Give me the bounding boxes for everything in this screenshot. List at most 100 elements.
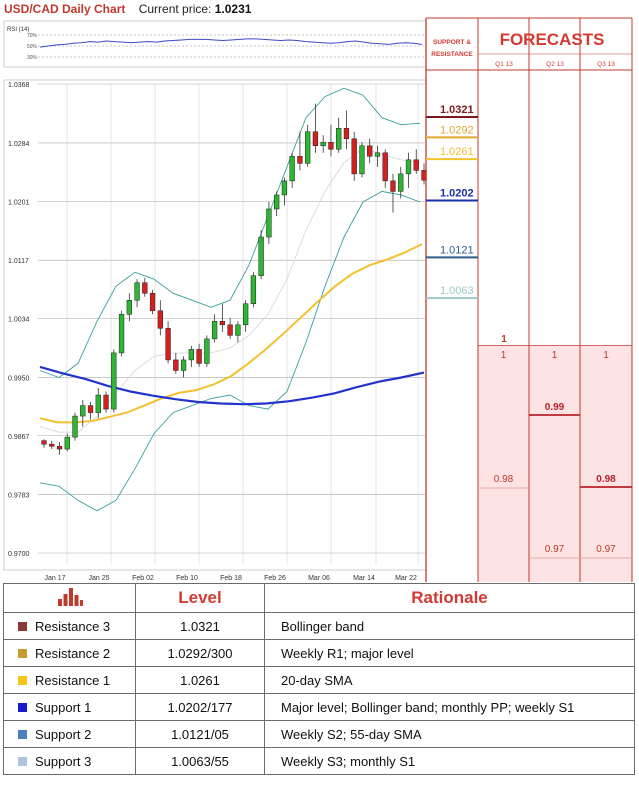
x-tick-label: Mar 22 bbox=[395, 575, 417, 582]
level-name-cell: Resistance 3 bbox=[3, 612, 136, 640]
current-price-label: Current price: bbox=[138, 2, 212, 16]
candle-body bbox=[250, 275, 257, 305]
level-color-swatch bbox=[18, 729, 27, 739]
y-tick-label: 1.0201 bbox=[8, 199, 30, 206]
candle-body bbox=[56, 446, 63, 450]
level-rationale: 20-day SMA bbox=[264, 666, 635, 694]
bollinger-upper-line bbox=[39, 87, 421, 379]
sr-level-label: 1.0321 bbox=[440, 104, 474, 116]
candle-body bbox=[149, 292, 156, 312]
rsi-line bbox=[39, 38, 423, 48]
candle-body bbox=[281, 180, 288, 196]
rsi-panel: RSI (14)70% 50% 30% bbox=[3, 20, 427, 68]
candle-body bbox=[367, 145, 373, 157]
levels-table-row: Support 2 1.0121/05 Weekly S2; 55-day SMA bbox=[3, 720, 635, 748]
candle-body bbox=[320, 142, 326, 147]
candle-body bbox=[312, 131, 319, 147]
candle-body bbox=[126, 299, 132, 315]
levels-table-row: Resistance 1 1.0261 20-day SMA bbox=[3, 666, 635, 694]
current-price-value: 1.0231 bbox=[214, 2, 252, 16]
sma200-line bbox=[39, 365, 425, 406]
rationale-header: Rationale bbox=[264, 583, 635, 613]
forecast-high: 1 bbox=[603, 350, 609, 361]
candle-body bbox=[134, 282, 140, 301]
candle-body bbox=[103, 394, 109, 410]
x-tick-label: Mar 06 bbox=[308, 575, 330, 582]
sr-header-line2: RESISTANCE bbox=[431, 51, 473, 58]
level-name: Support 3 bbox=[35, 753, 92, 769]
candle-body bbox=[72, 415, 78, 438]
level-color-swatch bbox=[18, 621, 27, 631]
x-tick-label: Feb 02 bbox=[132, 575, 154, 582]
candle-body bbox=[351, 138, 357, 175]
candle-body bbox=[382, 152, 388, 182]
period-header: Q3 13 bbox=[597, 61, 615, 68]
candle-body bbox=[142, 282, 148, 294]
level-name: Resistance 1 bbox=[35, 672, 111, 688]
current-price-marker-label: 1 bbox=[501, 334, 507, 345]
rsi-level-label: 50% bbox=[27, 44, 38, 50]
candle-body bbox=[343, 127, 350, 140]
sr-level-label: 1.0121 bbox=[440, 244, 474, 256]
forecast-low: 0.97 bbox=[596, 544, 616, 555]
candle-body bbox=[405, 159, 412, 175]
level-name: Support 2 bbox=[35, 726, 92, 742]
forecast-mid-value: 0.98 bbox=[596, 474, 616, 485]
candle-body bbox=[289, 156, 295, 182]
candle-body bbox=[80, 405, 86, 417]
candle-body bbox=[157, 310, 163, 329]
forecast-mid-value: 0.99 bbox=[545, 402, 565, 413]
candle-body bbox=[64, 436, 70, 450]
level-color-swatch bbox=[18, 702, 27, 712]
candlestick-panel: 1.0368 1.0284 1.0201 1.0117 1.0034 0.9950 0.98… bbox=[3, 79, 427, 582]
candle-body bbox=[413, 159, 419, 171]
levels-table-row: Support 3 1.0063/55 Weekly S3; monthly S1 bbox=[3, 747, 635, 775]
candle-body bbox=[211, 321, 218, 340]
candle-body bbox=[196, 349, 202, 364]
sr-level-label: 1.0261 bbox=[440, 146, 474, 158]
rsi-level-label: 70% bbox=[27, 33, 38, 39]
sr-level-label: 1.0063 bbox=[440, 285, 474, 297]
candle-body bbox=[390, 180, 396, 192]
levels-table-row: Resistance 2 1.0292/300 Weekly R1; major l… bbox=[3, 639, 635, 667]
forecast-box bbox=[529, 346, 580, 582]
candle-body bbox=[328, 142, 334, 150]
chart-title: USD/CAD Daily Chart bbox=[4, 2, 126, 16]
candle-body bbox=[336, 127, 342, 150]
levels-table-row: Support 1 1.0202/177 Major level; Bollinge… bbox=[3, 693, 635, 721]
candle-body bbox=[297, 156, 303, 164]
bar-chart-icon bbox=[3, 583, 136, 613]
level-value: 1.0202/177 bbox=[135, 693, 265, 721]
candle-body bbox=[87, 405, 94, 413]
y-tick-label: 1.0034 bbox=[8, 317, 30, 324]
forecast-low: 0.97 bbox=[545, 544, 565, 555]
forecasts-title: FORECASTS bbox=[500, 30, 605, 49]
y-tick-label: 0.9867 bbox=[8, 434, 30, 441]
level-color-swatch bbox=[18, 648, 27, 658]
level-name: Support 1 bbox=[35, 699, 92, 715]
candle-body bbox=[258, 236, 264, 276]
sr-level-label: 1.0292 bbox=[440, 124, 474, 136]
candle-body bbox=[274, 194, 280, 210]
candle-body bbox=[173, 359, 179, 371]
level-value: 1.0261 bbox=[135, 666, 265, 694]
sr-level-label: 1.0202 bbox=[440, 188, 474, 200]
candle-body bbox=[266, 208, 272, 238]
y-tick-label: 1.0117 bbox=[8, 258, 29, 265]
period-header: Q1 13 bbox=[495, 61, 513, 68]
x-tick-label: Mar 14 bbox=[353, 575, 375, 582]
candle-body bbox=[398, 173, 404, 192]
rsi-label: RSI (14) bbox=[7, 27, 29, 33]
candle-body bbox=[188, 349, 194, 361]
x-tick-label: Jan 25 bbox=[88, 575, 109, 582]
levels-table-row: Resistance 3 1.0321 Bollinger band bbox=[3, 612, 635, 640]
forecast-high: 1 bbox=[552, 350, 558, 361]
y-tick-label: 0.9950 bbox=[8, 375, 30, 382]
y-tick-label: 1.0368 bbox=[8, 82, 30, 89]
level-name-cell: Support 2 bbox=[3, 720, 136, 748]
levels-table: Level Rationale Resistance 3 1.0321 Bollin… bbox=[3, 583, 635, 775]
forecast-box bbox=[580, 346, 632, 582]
x-tick-label: Jan 17 bbox=[44, 575, 65, 582]
level-rationale: Weekly R1; major level bbox=[264, 639, 635, 667]
price-chart: RSI (14)70% 50% 30% 1.0368 1.0284 1.0201 1.01… bbox=[3, 20, 427, 582]
